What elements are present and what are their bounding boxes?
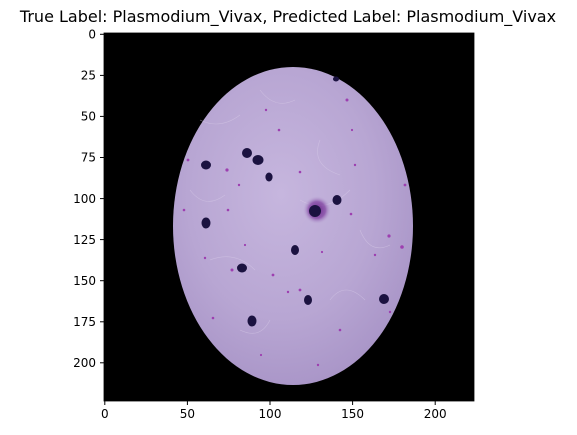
y-axis: 0 25 50 75 100 125 150 175 200 [73,28,104,370]
plot-frame [103,32,475,402]
x-tick-label: 100 [259,407,282,421]
y-tick-label: 0 [88,28,96,42]
y-tick-label: 25 [81,69,96,83]
parasite-nuclei [201,76,389,327]
figure-title: True Label: Plasmodium_Vivax, Predicted … [19,7,556,27]
x-tick-label: 0 [101,407,109,421]
y-tick-label: 75 [81,151,96,165]
y-tick-label: 175 [73,315,96,329]
image-panel [103,32,475,402]
y-tick-label: 50 [81,110,96,124]
smear-image [173,67,413,385]
blood-smear-field [173,67,413,385]
y-tick-label: 125 [73,233,96,247]
x-tick-label: 150 [341,407,364,421]
y-tick-label: 200 [73,356,96,370]
y-tick-label: 150 [73,274,96,288]
stain-specks [182,98,407,367]
x-tick-label: 200 [424,407,447,421]
y-tick-label: 100 [73,192,96,206]
x-tick-label: 50 [180,407,195,421]
x-axis: 0 50 100 150 200 [101,401,447,421]
